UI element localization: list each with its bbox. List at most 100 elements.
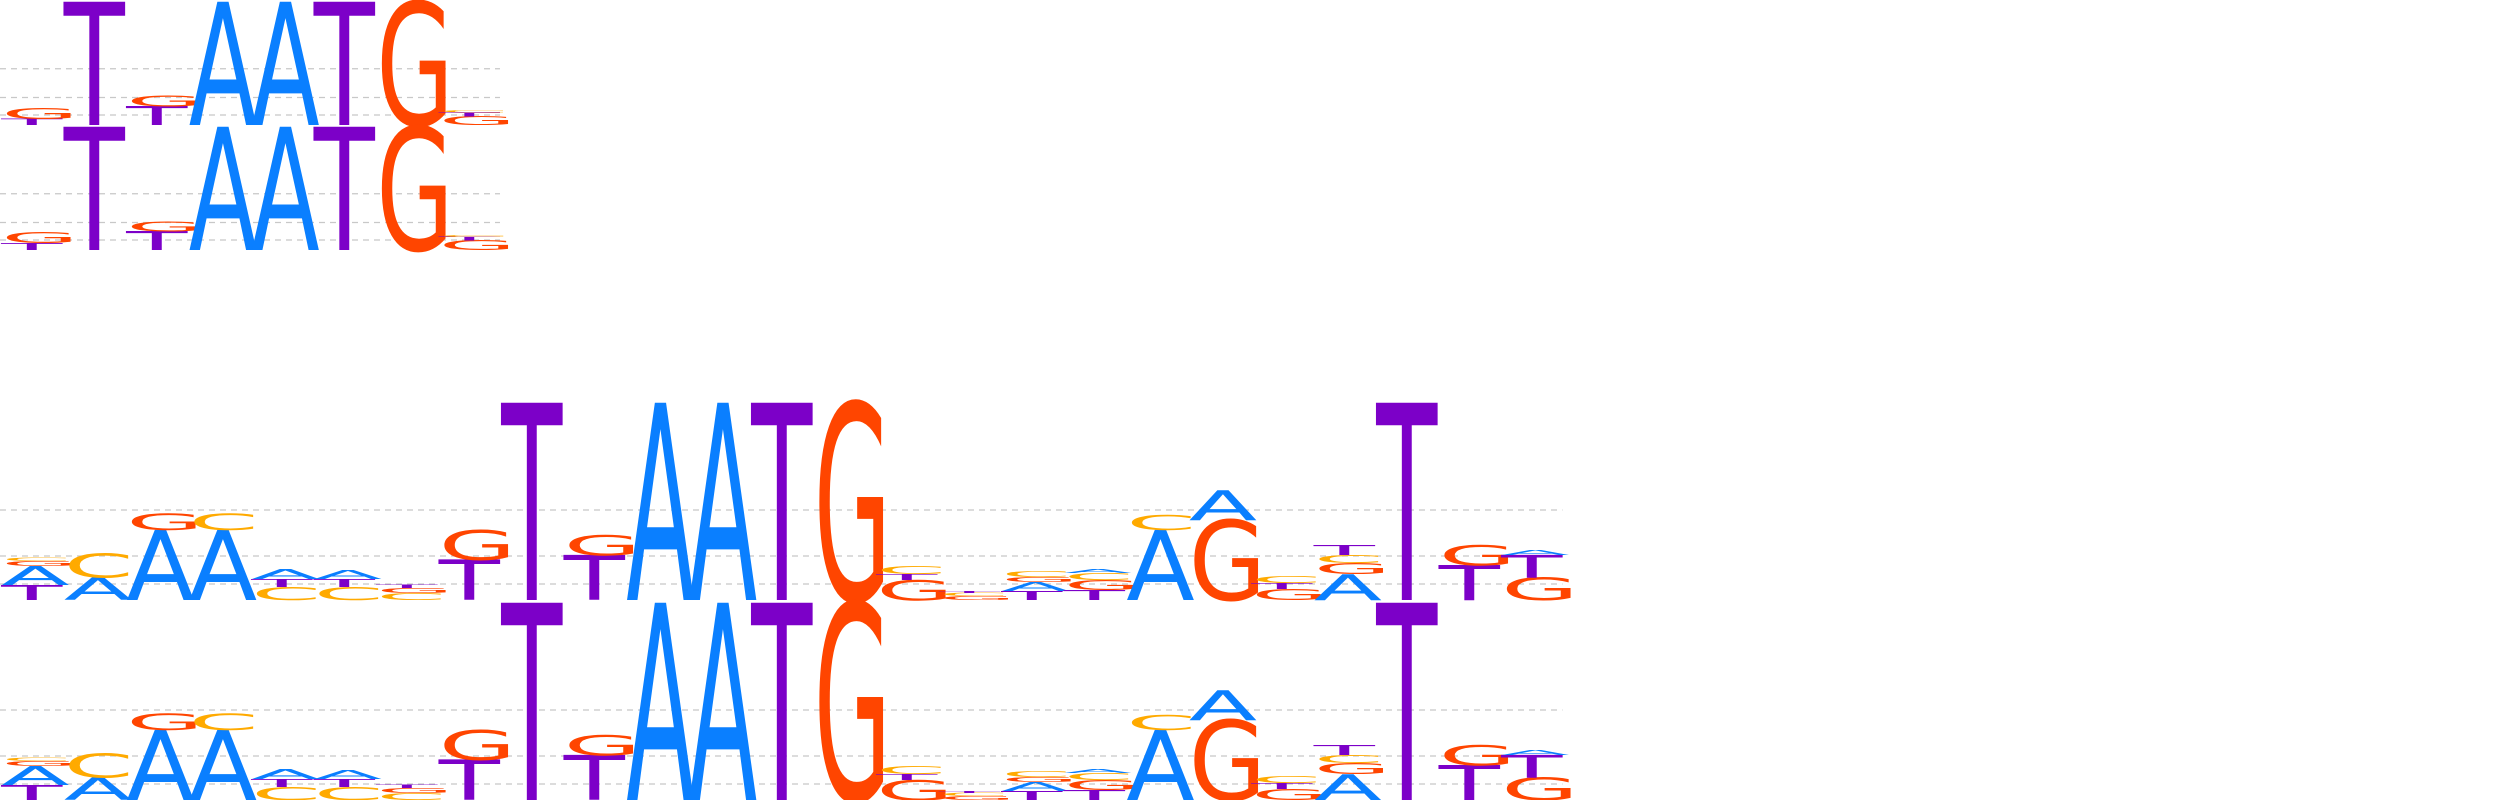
logo-column: A [251,93,319,290]
nucleotide-A: A [1189,482,1257,530]
logo-column: T [1376,551,1438,800]
logo-column: CTA [250,566,321,604]
logo-column: GTC [437,109,516,128]
nucleotide-C: C [376,591,446,602]
nucleotide-C: C [64,547,134,585]
logo-column: GA [1189,482,1266,626]
nucleotide-G: G [1251,586,1328,603]
nucleotide-G: G [1189,699,1266,800]
nucleotide-G: G [1439,540,1516,572]
nucleotide-C: C [1251,574,1321,585]
logo-column: T [751,551,813,800]
logo-column: A [626,351,694,665]
logo-column: AG [126,710,203,800]
nucleotide-A: A [1,761,69,791]
nucleotide-G: G [376,787,453,795]
logo-column: A [689,551,757,800]
nucleotide-T: T [875,772,938,782]
logo-column: GTA [1500,549,1579,608]
logo-column: AC [189,510,259,623]
nucleotide-C: C [314,783,384,800]
nucleotide-T: T [501,351,563,665]
logo-column: TG [563,730,642,800]
nucleotide-C: C [1,557,71,562]
nucleotide-A: A [1064,568,1132,574]
logo-column: TG [438,722,517,800]
nucleotide-G: G [876,775,953,800]
nucleotide-G: G [1,560,78,568]
nucleotide-A: A [251,566,320,582]
nucleotide-T: T [1376,551,1438,800]
nucleotide-A: A [251,0,319,165]
logo-column: GTC [1250,574,1329,603]
nucleotide-G: G [1001,576,1078,584]
nucleotide-T: T [501,551,563,800]
nucleotide-T: T [0,117,63,127]
logo-column: A [251,0,319,165]
nucleotide-G: G [1001,776,1078,784]
nucleotide-G: G [1064,577,1141,593]
nucleotide-G: G [1189,499,1266,626]
logo-column: T [501,551,563,800]
nucleotide-C: C [376,791,446,800]
logo-column: T [1376,351,1438,665]
logo-column: CGT [375,784,454,800]
logo-column: CTA [312,568,383,605]
nucleotide-G: G [1314,760,1391,777]
logo-column: A [689,351,757,665]
logo-column: TG [563,530,642,615]
nucleotide-G: G [126,219,203,235]
logo-column: TG [125,92,204,131]
nucleotide-A: A [189,512,257,624]
nucleotide-T: T [1250,781,1313,791]
logo-column: G [814,351,891,665]
nucleotide-T: T [438,750,501,800]
nucleotide-G: G [564,530,641,562]
logo-column: GTC [1250,774,1329,800]
nucleotide-G: G [126,510,203,535]
nucleotide-C: C [1064,571,1134,582]
nucleotide-C: C [1314,753,1384,766]
logo-column: AG [126,510,203,623]
logo-column: T [63,0,126,165]
nucleotide-G: G [1,105,78,123]
grid [0,709,1563,785]
nucleotide-T: T [437,236,501,242]
logo-column: G [376,0,453,165]
nucleotide-C: C [439,109,509,113]
nucleotide-T: T [125,101,188,131]
nucleotide-T: T [375,584,439,589]
nucleotide-A: A [189,93,257,290]
nucleotide-T: T [1437,556,1501,612]
nucleotide-T: T [1062,587,1125,603]
nucleotide-C: C [1064,771,1134,782]
nucleotide-C: C [1001,569,1071,579]
logo-column: TG [125,219,204,257]
nucleotide-G: G [126,710,203,735]
logo-column: GTC [875,564,954,607]
nucleotide-C: C [876,764,946,777]
nucleotide-G: G [439,114,516,128]
nucleotide-T: T [63,93,126,290]
nucleotide-G: G [126,92,203,110]
logo-column: GTC [875,764,954,800]
nucleotide-G: G [376,93,453,290]
nucleotide-A: A [126,712,194,800]
nucleotide-G: G [439,522,516,570]
nucleotide-T: T [751,351,813,665]
logo-column: GTC [437,234,516,253]
logo-column: TG [1437,740,1516,800]
nucleotide-G: G [1251,786,1328,800]
logo-column: AC [64,547,134,607]
nucleotide-A: A [189,0,257,165]
nucleotide-G: G [1,229,78,247]
nucleotide-G: G [939,595,1016,601]
nucleotide-A: A [1001,580,1070,594]
logo-column: CGT [375,584,454,602]
